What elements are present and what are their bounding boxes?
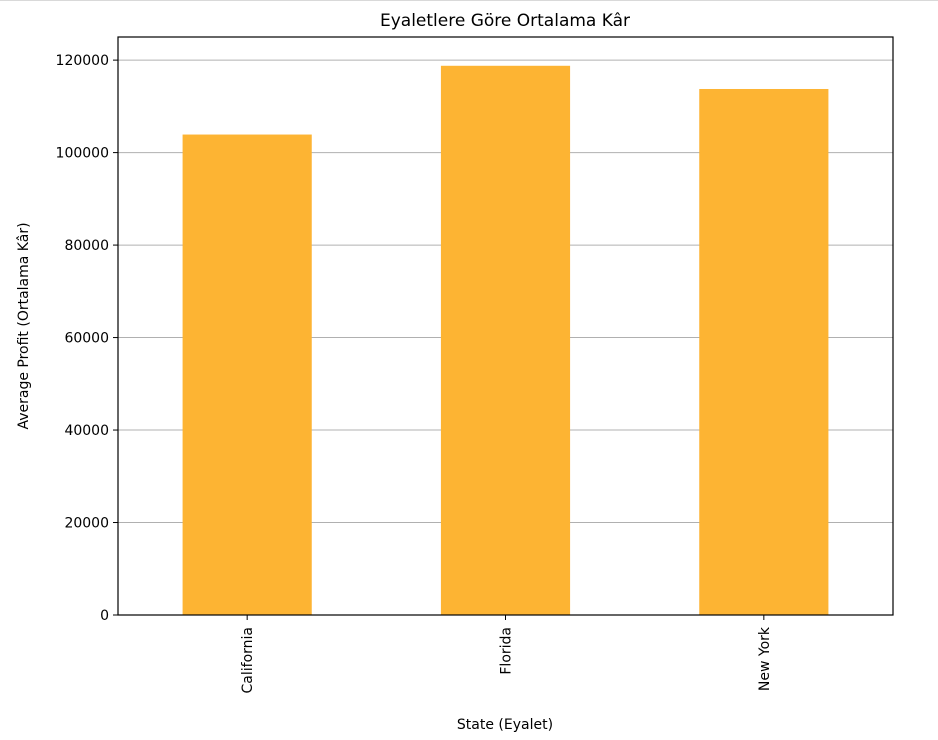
y-tick-label: 40000: [64, 423, 109, 439]
bar-florida: [440, 65, 571, 615]
y-tick-label: 60000: [64, 331, 109, 347]
y-axis-title: Average Profit (Ortalama Kâr): [16, 222, 32, 429]
x-tick-label: New York: [757, 626, 773, 691]
chart-title: Eyaletlere Göre Ortalama Kâr: [380, 11, 630, 31]
x-tick-label: Florida: [499, 627, 515, 675]
y-tick-label: 120000: [56, 53, 109, 69]
bars: [182, 65, 829, 616]
bar-new-york: [699, 88, 829, 616]
y-tick-label: 80000: [64, 238, 109, 254]
y-tick-label: 0: [100, 608, 109, 624]
y-axis-ticks: 0 20000 40000 60000 80000 100000 120000: [56, 53, 118, 624]
bar-california: [182, 134, 312, 615]
y-tick-label: 100000: [56, 146, 109, 162]
x-axis-ticks: California Florida New York: [240, 615, 773, 693]
x-tick-label: California: [240, 627, 256, 693]
top-border-line: [0, 0, 938, 1]
y-tick-label: 20000: [64, 516, 109, 532]
x-axis-title: State (Eyalet): [457, 717, 553, 733]
